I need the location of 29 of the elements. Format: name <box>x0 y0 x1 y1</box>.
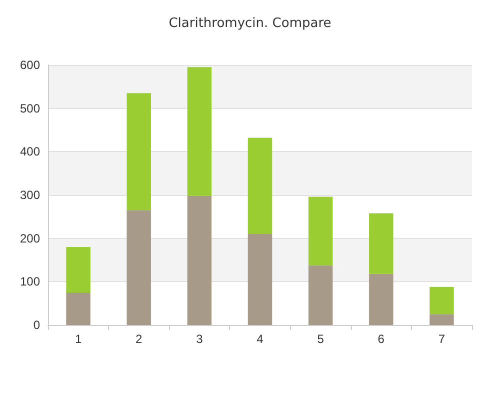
y-tick-label: 600 <box>20 58 40 72</box>
bar <box>308 265 333 325</box>
y-tick-label: 500 <box>20 101 40 116</box>
bar <box>66 292 90 325</box>
bar <box>430 286 454 314</box>
bar <box>126 93 151 210</box>
bar <box>369 274 394 325</box>
x-tick-label: 7 <box>438 332 446 346</box>
y-tick-label: 100 <box>20 274 40 289</box>
bar <box>66 247 90 292</box>
bar <box>126 210 151 325</box>
bar <box>248 138 272 234</box>
bar <box>369 213 394 274</box>
bar <box>187 196 212 325</box>
y-tick-label: 200 <box>20 231 40 246</box>
x-tick-label: 4 <box>256 332 264 346</box>
bar <box>308 196 333 266</box>
x-tick-label: 5 <box>317 332 324 346</box>
bar <box>187 67 212 196</box>
bar <box>248 234 272 325</box>
x-tick-label: 1 <box>74 332 82 346</box>
x-tick-label: 3 <box>196 332 204 346</box>
bar <box>430 314 454 325</box>
y-tick-label: 400 <box>20 144 40 159</box>
x-tick-label: 6 <box>378 332 385 346</box>
y-tick-label: 0 <box>33 318 40 332</box>
x-tick-label: 2 <box>136 332 143 346</box>
y-tick-label: 300 <box>20 188 40 202</box>
chart-title: Clarithromycin. Compare <box>168 16 332 31</box>
